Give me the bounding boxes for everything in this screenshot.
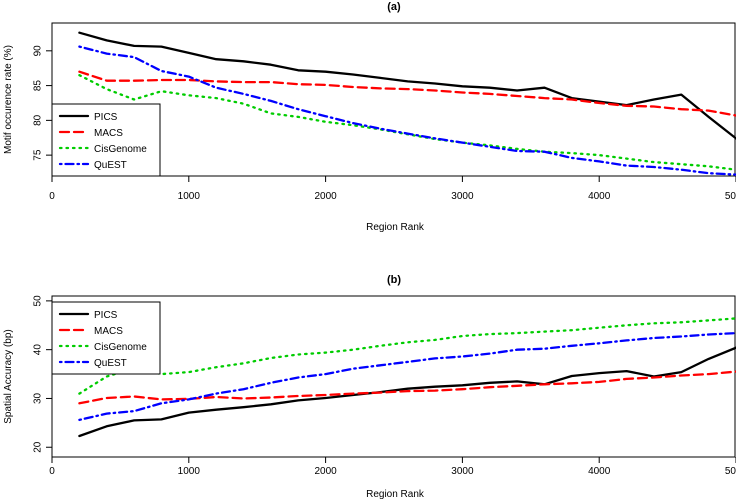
- x-tick-label: 2000: [314, 191, 337, 202]
- legend-entry: PICS: [94, 310, 118, 321]
- legend-entry: CisGenome: [94, 342, 147, 353]
- series-line-pics: [78, 346, 736, 438]
- x-tick-label: 1000: [178, 466, 201, 477]
- series-line-pics: [78, 31, 736, 140]
- series-line-quest: [78, 331, 736, 422]
- y-tick-label: 40: [33, 344, 44, 356]
- chart-title: (a): [387, 1, 401, 13]
- x-tick-label: 5000: [725, 191, 736, 202]
- x-tick-label: 4000: [588, 466, 611, 477]
- y-axis-label: Motif occurence rate (%): [3, 45, 14, 154]
- y-tick-label: 80: [33, 114, 44, 126]
- plot-frame: [51, 22, 736, 177]
- x-axis-label: Region Rank: [366, 489, 425, 500]
- legend-entry: CisGenome: [94, 144, 147, 155]
- legend: PICS MACS CisGenome QuEST: [51, 301, 161, 375]
- plot-frame: [51, 295, 736, 458]
- legend: PICS MACS CisGenome QuEST: [51, 103, 161, 177]
- y-tick-label: 75: [33, 149, 44, 161]
- x-tick-label: 0: [49, 466, 55, 477]
- x-axis-label: Region Rank: [366, 222, 425, 233]
- x-tick-label: 2000: [314, 466, 337, 477]
- chart-panel-b: (b) 0 1000 2000 3000 4000 5000 20 30 40 50 Region R…: [3, 274, 736, 500]
- y-tick-label: 30: [33, 392, 44, 404]
- y-tick-label: 20: [33, 441, 44, 453]
- legend-entry: PICS: [94, 112, 118, 123]
- legend-entry: MACS: [94, 128, 123, 139]
- x-tick-label: 3000: [451, 466, 474, 477]
- y-tick-label: 85: [33, 80, 44, 92]
- series-line-cisgenome: [78, 317, 736, 395]
- y-tick-label: 50: [33, 295, 44, 307]
- series-line-macs: [78, 370, 736, 405]
- x-tick-label: 3000: [451, 191, 474, 202]
- x-tick-label: 5000: [725, 466, 736, 477]
- series-line-macs: [78, 70, 736, 117]
- legend-entry: MACS: [94, 326, 123, 337]
- x-tick-label: 1000: [178, 191, 201, 202]
- chart-panel-a: (a) 0 1000 2000 3000 4000 5000 75 80 85 90 Region R…: [3, 1, 736, 233]
- x-tick-label: 0: [49, 191, 55, 202]
- y-axis-label: Spatial Accuracy (bp): [3, 329, 14, 424]
- legend-entry: QuEST: [94, 160, 127, 171]
- chart-title: (b): [387, 274, 401, 286]
- legend-entry: QuEST: [94, 358, 127, 369]
- y-tick-label: 90: [33, 45, 44, 57]
- series-line-quest: [78, 45, 736, 176]
- x-tick-label: 4000: [588, 191, 611, 202]
